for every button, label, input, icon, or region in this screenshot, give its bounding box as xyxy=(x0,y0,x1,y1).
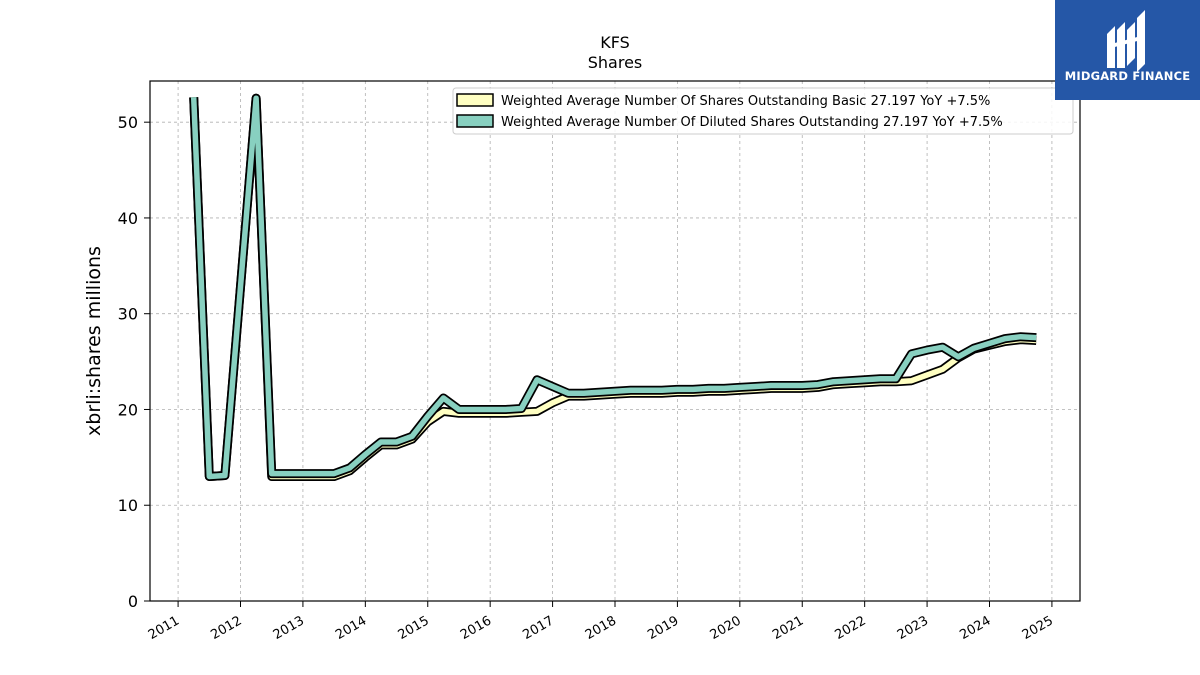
legend-swatch-basic xyxy=(456,93,494,107)
logo-wordmark: MIDGARD FINANCE xyxy=(1065,69,1191,83)
y-tick-label-50: 50 xyxy=(118,113,138,132)
legend-box xyxy=(452,87,1074,135)
legend: Weighted Average Number Of Shares Outsta… xyxy=(452,87,1074,135)
midgard-logo-mark-icon xyxy=(1107,10,1145,72)
midgard-finance-logo: MIDGARD FINANCE xyxy=(1055,0,1200,100)
y-tick-label-10: 10 xyxy=(118,496,138,515)
series-line-1 xyxy=(190,95,1037,480)
grid-lines xyxy=(150,81,1080,602)
y-axis: 0 10 20 30 40 50 xyxy=(118,113,150,611)
legend-entry-diluted: Weighted Average Number Of Diluted Share… xyxy=(501,115,1003,130)
y-axis-label: xbrli:shares millions xyxy=(83,246,105,436)
chart-title: KFS xyxy=(600,33,630,52)
y-tick-label-0: 0 xyxy=(128,592,138,611)
series-layer xyxy=(189,93,1037,481)
chart-subtitle: Shares xyxy=(588,53,643,72)
y-tick-label-30: 30 xyxy=(118,305,138,324)
y-tick-label-20: 20 xyxy=(118,400,138,419)
y-tick-label-40: 40 xyxy=(118,209,138,228)
legend-entry-basic: Weighted Average Number Of Shares Outsta… xyxy=(501,94,990,109)
legend-swatch-diluted xyxy=(456,114,494,128)
